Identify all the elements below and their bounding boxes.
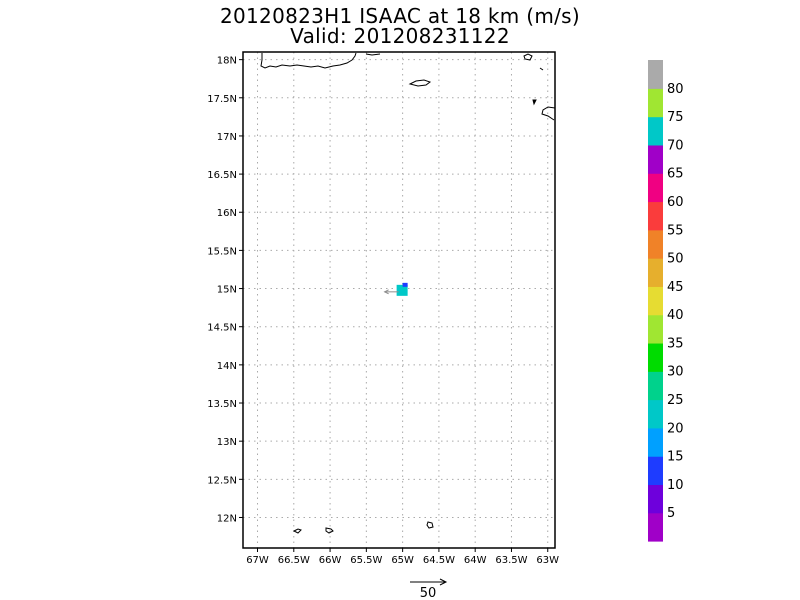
colorbar-label: 40: [667, 308, 684, 323]
colorbar-label: 15: [667, 450, 684, 465]
wind-speed-cell-edge: [402, 282, 408, 287]
lat-tick-label: 14N: [217, 361, 237, 372]
lat-tick-label: 16N: [217, 208, 237, 219]
colorbar-label: 50: [667, 252, 684, 267]
wind-data: [383, 282, 408, 296]
colorbar-swatch: [648, 229, 663, 259]
colorbar-swatch: [648, 399, 663, 429]
coastlines: [260, 52, 556, 534]
lon-tick-label: 64.5W: [423, 555, 455, 566]
colorbar-swatch: [648, 88, 663, 118]
lon-tick-label: 67W: [246, 555, 269, 566]
lat-tick-label: 12.5N: [207, 475, 237, 486]
colorbar-swatch: [648, 456, 663, 486]
lat-tick-label: 15.5N: [207, 246, 237, 257]
colorbar-swatch: [648, 484, 663, 514]
colorbar-label: 70: [667, 138, 684, 153]
colorbar-label: 45: [667, 280, 684, 295]
wind-vector-arrowhead: [383, 289, 389, 295]
wind-speed-cell: [396, 284, 408, 296]
colorbar-label: 5: [667, 506, 675, 521]
colorbar-swatch: [648, 173, 663, 203]
coastline-guadeloupe-edge: [541, 106, 556, 121]
colorbar-label: 35: [667, 336, 684, 351]
lat-tick-label: 18N: [217, 56, 237, 67]
colorbar-label: 30: [667, 365, 684, 380]
lon-tick-label: 63W: [536, 555, 559, 566]
coastline-islet-ne2: [539, 67, 544, 71]
lon-tick-label: 63.5W: [495, 555, 527, 566]
reference-vector-label: 50: [420, 586, 437, 600]
lon-tick-label: 65.5W: [350, 555, 382, 566]
lon-tick-label: 66.5W: [278, 555, 310, 566]
colorbar-label: 55: [667, 223, 684, 238]
colorbar: 5 10 15 20 25 30 35 40 45 50 55 60 65 70 75 80: [648, 60, 684, 542]
colorbar-label: 65: [667, 167, 684, 182]
lat-tick-label: 13.5N: [207, 399, 237, 410]
colorbar-label: 10: [667, 478, 684, 493]
coastline-puerto-rico: [260, 52, 357, 69]
lat-tick-label: 13N: [217, 437, 237, 448]
colorbar-swatch: [648, 258, 663, 287]
colorbar-swatch: [648, 512, 663, 542]
colorbar-label: 75: [667, 110, 684, 125]
lat-tick-label: 15N: [217, 285, 237, 296]
colorbar-swatch: [648, 144, 663, 174]
colorbar-swatch: [648, 371, 663, 401]
coastline-st-croix: [408, 79, 432, 87]
colorbar-swatch: [648, 286, 663, 316]
lat-tick-label: 17.5N: [207, 94, 237, 105]
coastline-islet: [365, 53, 381, 56]
lat-tick-label: 17N: [217, 132, 237, 143]
lat-tick-label: 12N: [217, 513, 237, 524]
coastline-islet-e: [532, 99, 537, 106]
lat-tick-label: 14.5N: [207, 323, 237, 334]
colorbar-label: 80: [667, 82, 684, 97]
map-frame: [242, 51, 556, 549]
lon-tick-label: 64W: [464, 555, 487, 566]
colorbar-swatch: [648, 427, 663, 457]
colorbar-swatch: [648, 201, 663, 231]
coastline-islet-s2: [325, 527, 334, 534]
colorbar-swatch: [648, 116, 663, 146]
map-title: 20120823H1 ISAAC at 18 km (m/s): [219, 4, 580, 28]
lat-tick-label: 16.5N: [207, 170, 237, 181]
colorbar-label: 60: [667, 195, 684, 210]
coastline-islet-ne: [523, 53, 533, 61]
colorbar-swatch: [648, 314, 663, 344]
reference-vector: 50: [410, 578, 448, 600]
colorbar-label: 20: [667, 421, 684, 436]
colorbar-label: 25: [667, 393, 684, 408]
grid-lines: [239, 52, 555, 552]
lon-tick-label: 66W: [319, 555, 342, 566]
colorbar-swatch: [648, 60, 663, 89]
lon-tick-label: 65W: [391, 555, 414, 566]
latitude-labels: 18N 17.5N 17N 16.5N 16N 15.5N 15N 14.5N 14N 13.5N…: [207, 56, 237, 525]
coastline-islet-s1: [292, 528, 302, 534]
colorbar-swatch: [648, 342, 663, 372]
longitude-labels: 67W 66.5W 66W 65.5W 65W 64.5W 64W 63.5W 63W: [246, 555, 559, 566]
reference-vector-arrowhead: [439, 578, 448, 586]
coastline-islet-s3: [426, 521, 434, 529]
valid-time: Valid: 201208231122: [290, 24, 510, 48]
